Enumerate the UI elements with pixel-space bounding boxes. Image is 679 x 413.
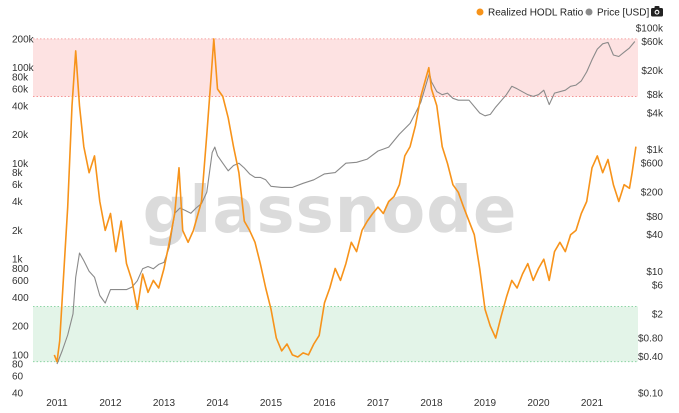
right-tick-label: $0.40 (638, 352, 663, 363)
left-tick-label: 4k (12, 197, 24, 208)
left-tick-label: 600 (12, 276, 29, 287)
right-tick-label: $80 (646, 212, 663, 223)
legend: Realized HODL Ratio Price [USD] (476, 8, 649, 19)
right-tick-label: $0.10 (638, 389, 663, 400)
left-tick-label: 800 (12, 264, 29, 275)
right-tick-label: $4k (647, 109, 664, 120)
x-tick-label: 2021 (581, 398, 604, 409)
right-tick-label: $40 (646, 230, 663, 241)
series-lines (53, 38, 637, 365)
right-tick-label: $2 (652, 309, 664, 320)
left-tick-label: 40 (12, 389, 24, 400)
left-tick-label: 6k (12, 180, 24, 191)
x-tick-label: 2016 (313, 398, 336, 409)
right-tick-label: $60k (641, 37, 664, 48)
right-tick-label: $6 (652, 280, 664, 291)
overheated-zone (33, 38, 638, 97)
x-tick-label: 2015 (260, 398, 283, 409)
zone-bands (33, 38, 638, 363)
left-tick-label: 1k (12, 255, 24, 266)
left-tick-label: 60 (12, 372, 24, 383)
left-tick-label: 10k (12, 159, 29, 170)
right-tick-label: $10 (646, 267, 663, 278)
x-tick-label: 2018 (420, 398, 443, 409)
x-tick-label: 2012 (99, 398, 122, 409)
left-tick-label: 60k (12, 84, 29, 95)
legend-label-price[interactable]: Price [USD] (597, 8, 649, 19)
left-tick-label: 80 (12, 360, 24, 371)
right-tick-label: $200 (641, 188, 664, 199)
legend-dot-price (585, 8, 593, 16)
legend-label-hodl[interactable]: Realized HODL Ratio (488, 8, 584, 19)
left-tick-label: 8k (12, 168, 24, 179)
right-axis-ticks: $0.10 $0.40 $0.80 $2 $6 $10 $40 $80 $200 $600 $1k $… (636, 24, 664, 400)
series-line-price (56, 41, 636, 365)
right-tick-label: $0.80 (638, 334, 663, 345)
series-line-hodl-ratio (53, 38, 637, 363)
camera-icon[interactable] (651, 6, 663, 17)
right-tick-label: $1k (647, 145, 664, 156)
right-tick-label: $100k (636, 24, 664, 35)
right-tick-label: $20k (641, 66, 664, 77)
legend-dot-hodl (476, 8, 484, 16)
left-tick-label: 100 (12, 350, 29, 361)
left-tick-label: 200k (12, 34, 35, 45)
x-tick-label: 2014 (206, 398, 229, 409)
left-tick-label: 200 (12, 322, 29, 333)
right-tick-label: $600 (641, 159, 664, 170)
left-tick-label: 400 (12, 293, 29, 304)
x-axis-ticks: 2011 2012 2013 2014 2015 2016 2017 2018 2019 2020… (46, 398, 603, 409)
left-tick-label: 2k (12, 226, 24, 237)
left-tick-label: 100k (12, 63, 35, 74)
undervalued-zone (33, 306, 638, 362)
left-tick-label: 40k (12, 101, 29, 112)
x-tick-label: 2011 (46, 398, 68, 409)
x-tick-label: 2013 (153, 398, 176, 409)
x-tick-label: 2017 (367, 398, 390, 409)
left-tick-label: 20k (12, 130, 29, 141)
right-tick-label: $8k (647, 90, 664, 101)
x-tick-label: 2019 (474, 398, 497, 409)
left-tick-label: 80k (12, 73, 29, 84)
x-tick-label: 2020 (527, 398, 550, 409)
